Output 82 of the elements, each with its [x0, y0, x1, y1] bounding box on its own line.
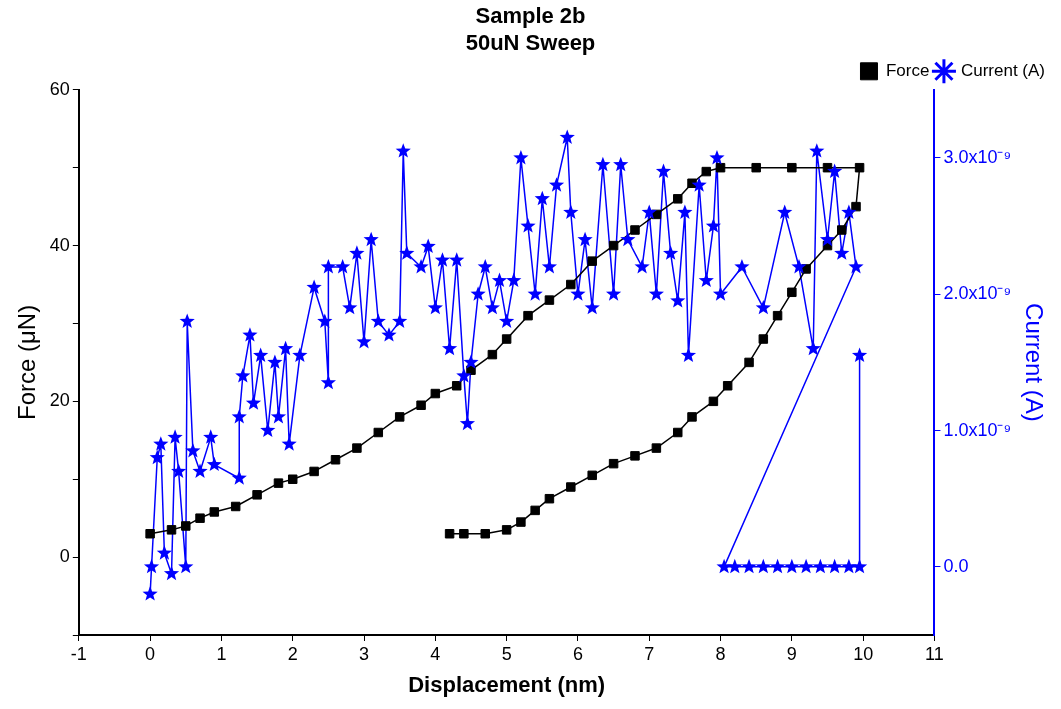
- x-tick-label: 9: [786, 643, 797, 664]
- point: [480, 529, 490, 539]
- point: [230, 501, 241, 512]
- point: [687, 178, 697, 189]
- point: [722, 381, 733, 391]
- y-axis-title: Force (μN): [13, 304, 41, 420]
- point: [837, 225, 847, 235]
- point: [787, 162, 797, 173]
- point: [630, 451, 640, 461]
- x-tick-label: 0: [145, 643, 156, 664]
- x-tick-label: 2: [287, 643, 298, 664]
- point: [630, 225, 640, 235]
- x-axis-title: Displacement (nm): [408, 671, 606, 697]
- point: [145, 529, 155, 539]
- point: [273, 478, 284, 488]
- y2-axis-title: Current (A): [1020, 303, 1048, 422]
- point: [851, 201, 861, 212]
- point: [608, 240, 619, 251]
- point: [566, 279, 576, 290]
- point: [587, 470, 597, 481]
- point: [416, 400, 426, 410]
- point: [587, 256, 597, 266]
- point: [373, 427, 384, 438]
- point: [195, 513, 205, 523]
- point: [430, 388, 441, 399]
- x-tick-label: -1: [70, 643, 87, 664]
- point: [330, 455, 341, 465]
- point: [673, 427, 683, 438]
- x-tick-label: 11: [925, 643, 944, 664]
- x-tick-label: 4: [430, 643, 441, 664]
- x-tick-label: 7: [644, 643, 655, 664]
- point: [708, 396, 719, 407]
- x-tick-label: 10: [853, 643, 874, 664]
- point: [252, 490, 262, 500]
- point: [544, 295, 555, 305]
- point: [487, 349, 498, 360]
- point: [701, 166, 712, 177]
- point: [854, 162, 865, 173]
- point: [673, 194, 683, 204]
- y-tick-label: 20: [49, 390, 70, 411]
- point: [181, 521, 191, 531]
- point: [516, 517, 526, 527]
- point: [608, 458, 619, 469]
- point: [715, 162, 726, 173]
- y-tick-label: 40: [49, 234, 70, 255]
- point: [501, 525, 512, 535]
- point: [166, 525, 177, 535]
- y-tick-label: 0: [59, 546, 70, 567]
- point: [209, 507, 220, 517]
- y2-tick-label: 0.0: [943, 555, 969, 576]
- point: [787, 287, 797, 298]
- point: [352, 443, 362, 453]
- y2-tick-label: 3.0x10⁻⁹: [943, 146, 1012, 167]
- text: Sample 2b: [475, 3, 586, 29]
- point: [751, 162, 761, 173]
- y2-tick-label: 1.0x10⁻⁹: [943, 419, 1012, 440]
- point: [566, 482, 576, 492]
- point: [758, 334, 769, 344]
- point: [530, 505, 540, 516]
- point: [309, 466, 319, 477]
- point: [744, 357, 754, 368]
- y-tick-label: 60: [49, 78, 70, 99]
- point: [772, 310, 783, 321]
- point: [444, 529, 455, 539]
- x-tick-label: 5: [501, 643, 512, 664]
- x-tick-label: 6: [572, 643, 583, 664]
- point: [394, 412, 405, 422]
- legend-label: Force: [885, 60, 930, 80]
- point: [501, 334, 512, 344]
- x-tick-label: 1: [216, 643, 227, 664]
- point: [451, 381, 462, 391]
- x-tick-label: 3: [359, 643, 370, 664]
- point: [523, 310, 533, 321]
- point: [287, 474, 298, 484]
- point: [687, 412, 697, 422]
- point: [544, 493, 555, 504]
- x-tick-label: 8: [715, 643, 726, 664]
- y2-tick-label: 2.0x10⁻⁹: [943, 283, 1012, 304]
- point: [459, 529, 469, 539]
- text: 50uN Sweep: [465, 29, 596, 55]
- legend-label: Current (A): [960, 60, 1046, 80]
- point: [651, 443, 662, 453]
